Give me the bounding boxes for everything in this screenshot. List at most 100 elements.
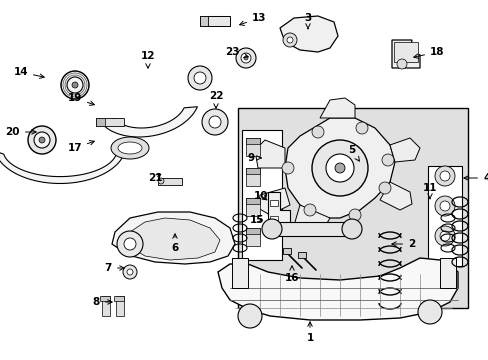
Circle shape xyxy=(236,48,256,68)
Circle shape xyxy=(241,53,250,63)
Bar xyxy=(245,168,260,174)
Circle shape xyxy=(355,122,367,134)
Circle shape xyxy=(417,300,441,324)
Bar xyxy=(439,258,455,288)
Circle shape xyxy=(244,56,247,60)
Circle shape xyxy=(434,226,454,246)
Bar xyxy=(271,222,351,236)
Circle shape xyxy=(127,269,133,275)
Polygon shape xyxy=(218,258,457,320)
Circle shape xyxy=(439,201,449,211)
Bar xyxy=(114,296,124,301)
Text: 18: 18 xyxy=(413,47,444,58)
Text: 5: 5 xyxy=(347,145,359,161)
Bar xyxy=(283,248,290,254)
Bar xyxy=(245,228,260,234)
Bar xyxy=(200,16,229,26)
Bar xyxy=(269,200,278,206)
Circle shape xyxy=(282,162,293,174)
Circle shape xyxy=(286,37,292,43)
Text: 21: 21 xyxy=(148,173,162,183)
Circle shape xyxy=(334,163,345,173)
Bar xyxy=(297,252,305,258)
Text: 9: 9 xyxy=(247,153,261,163)
Circle shape xyxy=(262,219,282,239)
Polygon shape xyxy=(389,138,419,162)
Circle shape xyxy=(283,33,296,47)
Polygon shape xyxy=(280,16,337,52)
Circle shape xyxy=(325,154,353,182)
Circle shape xyxy=(61,71,89,99)
Circle shape xyxy=(311,126,324,138)
Text: 1: 1 xyxy=(306,322,313,343)
Circle shape xyxy=(202,109,227,135)
Bar xyxy=(245,138,260,156)
Bar xyxy=(100,296,110,301)
Circle shape xyxy=(208,116,221,128)
Polygon shape xyxy=(379,182,411,210)
Circle shape xyxy=(439,171,449,181)
Polygon shape xyxy=(391,40,419,68)
Circle shape xyxy=(39,137,45,143)
Circle shape xyxy=(341,219,361,239)
Circle shape xyxy=(194,72,205,84)
Bar xyxy=(116,296,124,316)
Text: 14: 14 xyxy=(13,67,44,78)
Text: 10: 10 xyxy=(253,191,268,201)
Circle shape xyxy=(123,265,137,279)
Circle shape xyxy=(348,209,360,221)
Text: 13: 13 xyxy=(239,13,266,26)
Circle shape xyxy=(117,231,142,257)
Bar xyxy=(245,138,260,144)
Polygon shape xyxy=(0,151,125,184)
Bar xyxy=(231,258,247,288)
Text: 23: 23 xyxy=(225,47,248,58)
Text: 12: 12 xyxy=(141,51,155,68)
Text: 16: 16 xyxy=(284,266,299,283)
Text: 4: 4 xyxy=(463,173,488,183)
Circle shape xyxy=(238,304,262,328)
Bar xyxy=(245,198,260,216)
Circle shape xyxy=(67,77,83,93)
Bar xyxy=(102,296,110,316)
Bar xyxy=(96,118,105,126)
Circle shape xyxy=(378,182,390,194)
Circle shape xyxy=(187,66,212,90)
Bar xyxy=(245,198,260,204)
Circle shape xyxy=(311,140,367,196)
Circle shape xyxy=(34,132,50,148)
Circle shape xyxy=(158,178,163,184)
Polygon shape xyxy=(254,140,285,168)
Circle shape xyxy=(434,196,454,216)
Bar xyxy=(238,108,467,308)
Bar xyxy=(427,166,461,266)
Circle shape xyxy=(439,231,449,241)
Circle shape xyxy=(304,204,315,216)
Text: 20: 20 xyxy=(5,127,36,137)
Polygon shape xyxy=(285,118,394,218)
Circle shape xyxy=(72,82,78,88)
Polygon shape xyxy=(102,107,197,137)
Text: 15: 15 xyxy=(249,215,264,225)
Polygon shape xyxy=(319,98,354,118)
Circle shape xyxy=(28,126,56,154)
Circle shape xyxy=(381,154,393,166)
Text: 2: 2 xyxy=(391,239,414,249)
Bar xyxy=(245,228,260,246)
Bar xyxy=(200,16,207,26)
Bar xyxy=(96,118,124,126)
Text: 7: 7 xyxy=(104,263,124,273)
Bar xyxy=(242,130,282,260)
Text: 22: 22 xyxy=(208,91,223,108)
Polygon shape xyxy=(267,192,289,225)
Text: 19: 19 xyxy=(67,93,94,105)
Text: 3: 3 xyxy=(304,13,311,29)
Bar xyxy=(393,42,417,62)
Polygon shape xyxy=(112,212,235,264)
Bar xyxy=(269,216,278,222)
Text: 17: 17 xyxy=(67,141,94,153)
Polygon shape xyxy=(128,218,220,260)
Polygon shape xyxy=(294,205,329,235)
Ellipse shape xyxy=(118,142,142,154)
Polygon shape xyxy=(258,188,289,215)
